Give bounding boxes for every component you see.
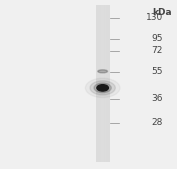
Ellipse shape (90, 81, 115, 95)
Bar (109, 5, 110, 162)
Text: 36: 36 (151, 94, 163, 103)
Bar (102, 5, 103, 162)
Bar (98, 5, 99, 162)
Bar (106, 5, 107, 162)
Bar (96, 5, 97, 162)
Bar (99, 5, 101, 162)
Ellipse shape (94, 83, 111, 93)
Bar (97, 5, 98, 162)
Text: 72: 72 (152, 46, 163, 55)
Text: 130: 130 (146, 13, 163, 22)
Bar (101, 5, 102, 162)
Bar (107, 5, 108, 162)
Bar (103, 5, 104, 162)
Text: 95: 95 (151, 34, 163, 43)
Text: 55: 55 (151, 67, 163, 76)
Ellipse shape (98, 70, 108, 73)
Ellipse shape (97, 85, 108, 91)
Bar (110, 5, 111, 162)
Bar (105, 5, 106, 162)
Bar (96, 5, 110, 162)
Text: kDa: kDa (152, 8, 172, 17)
Text: 28: 28 (152, 118, 163, 127)
